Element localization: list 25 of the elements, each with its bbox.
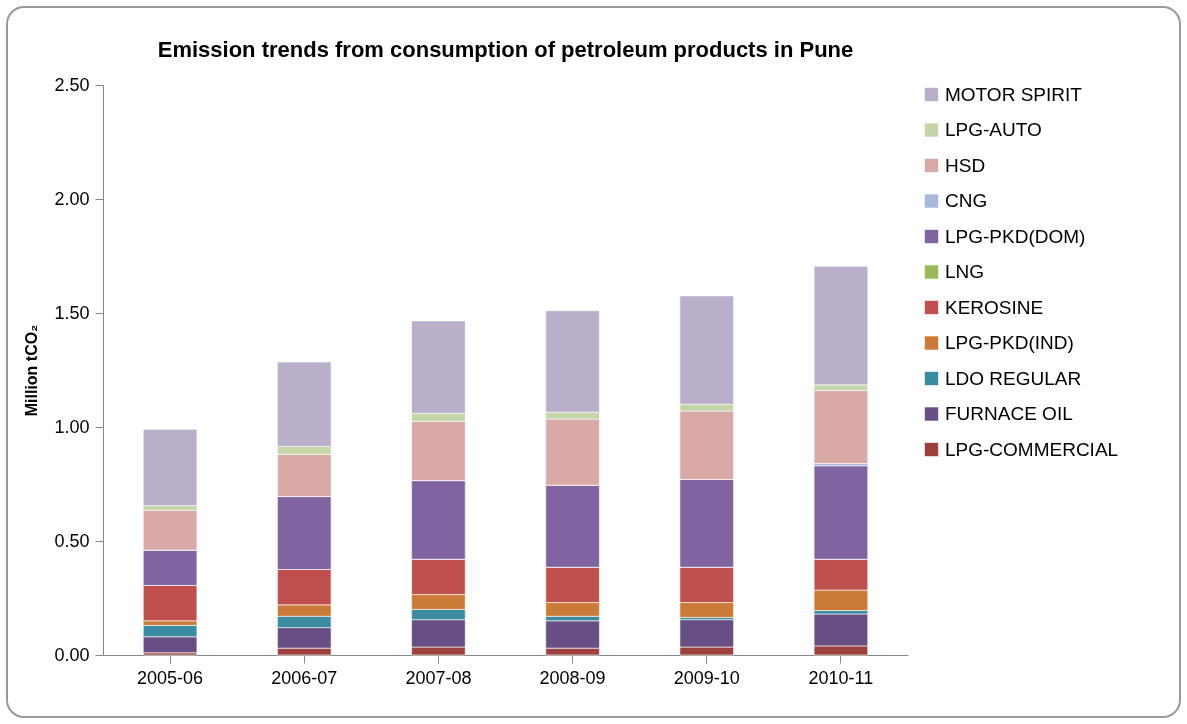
legend-label: LPG-AUTO	[945, 119, 1042, 140]
y-tick-label: 2.00	[54, 188, 90, 209]
y-axis-title: Million tCO₂	[23, 324, 41, 417]
y-tick-label: 0.00	[54, 644, 90, 665]
y-tick-label: 1.50	[54, 302, 90, 323]
legend-label: LNG	[945, 261, 985, 282]
x-tick-label: 2007-08	[405, 667, 472, 688]
x-tick-label: 2006-07	[271, 667, 338, 688]
chart-title: Emission trends from consumption of petroleum products in Pune	[157, 37, 854, 62]
y-tick-label: 2.50	[54, 74, 90, 95]
legend-label: LPG-PKD(DOM)	[945, 225, 1086, 247]
x-tick-label: 2008-09	[539, 667, 606, 688]
legend-label: KEROSINE	[945, 296, 1044, 318]
x-tick-label: 2010-11	[808, 667, 874, 688]
legend-label: HSD	[945, 154, 986, 176]
legend-label: FURNACE OIL	[945, 403, 1073, 424]
legend-label: MOTOR SPIRIT	[945, 83, 1083, 105]
legend-label: LPG-COMMERCIAL	[945, 438, 1119, 460]
y-tick-label: 1.00	[54, 416, 90, 437]
y-tick-label: 0.50	[54, 530, 90, 551]
legend-label: LDO REGULAR	[945, 367, 1082, 389]
x-tick-label: 2009-10	[673, 667, 740, 688]
x-tick-label: 2005-06	[137, 667, 204, 688]
legend-label: CNG	[945, 190, 988, 211]
legend-label: LPG-PKD(IND)	[945, 332, 1074, 353]
